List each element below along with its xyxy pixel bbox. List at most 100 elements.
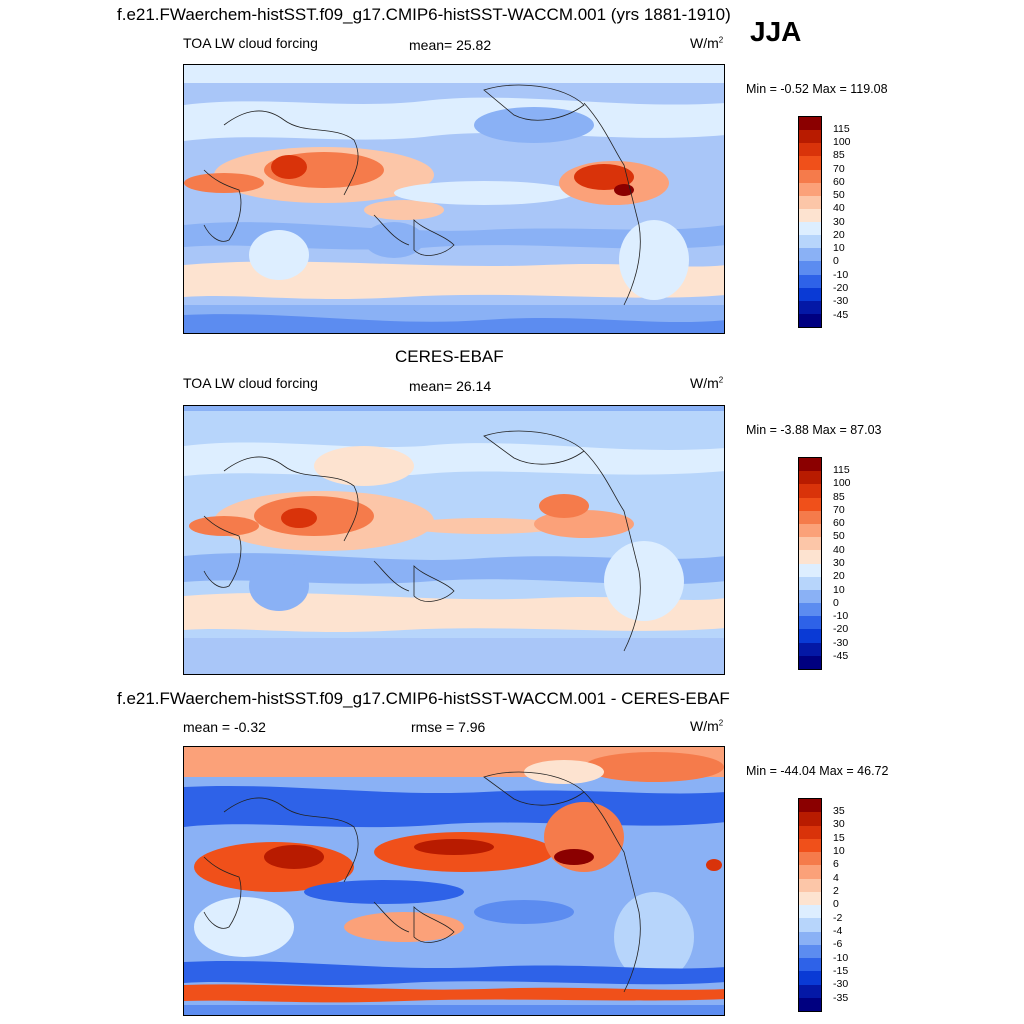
colorbar-cell	[799, 287, 821, 301]
colorbar-cell	[799, 497, 821, 511]
colorbar-cell	[799, 471, 821, 485]
colorbar-cell	[799, 274, 821, 288]
colorbar-cell	[799, 169, 821, 183]
panel3-cbar-label: -6	[833, 938, 843, 950]
panel3-cbar-label: -10	[833, 952, 849, 964]
colorbar-cell	[799, 484, 821, 498]
season-label: JJA	[750, 16, 802, 47]
panel3-cbar-label: 2	[833, 885, 839, 897]
colorbar-cell	[799, 458, 821, 472]
colorbar-cell	[799, 222, 821, 236]
panel3-cbar-label: 35	[833, 805, 845, 817]
colorbar-cell	[799, 261, 821, 275]
panel2-title: CERES-EBAF	[395, 347, 504, 366]
colorbar-cell	[799, 865, 821, 879]
panel2-cbar-label: -20	[833, 623, 849, 635]
panel3-units: W/m2	[690, 718, 724, 734]
panel3-cbar-label: -15	[833, 965, 849, 977]
panel3-cbar-label: -4	[833, 925, 843, 937]
panel2-units: W/m2	[690, 375, 724, 391]
panel1-mean: mean= 25.82	[409, 37, 492, 53]
panel2-cbar-label: 30	[833, 557, 845, 569]
panel3-map	[183, 746, 725, 1016]
panel1-cbar-label: -10	[833, 269, 849, 281]
panel1-map	[183, 64, 725, 334]
colorbar-cell	[799, 523, 821, 538]
colorbar-cell	[799, 156, 821, 170]
colorbar-cell	[799, 918, 821, 932]
panel1-cbar-label: 0	[833, 255, 839, 267]
panel2-minmax: Min = -3.88 Max = 87.03	[746, 423, 882, 437]
panel3-minmax: Min = -44.04 Max = 46.72	[746, 764, 889, 778]
panel1-cbar-label: -30	[833, 295, 849, 307]
panel1-cbar-label: -45	[833, 309, 849, 321]
panel2-cbar-label: 85	[833, 491, 845, 503]
colorbar-cell	[799, 931, 821, 945]
panel2-variable: TOA LW cloud forcing	[183, 375, 318, 391]
colorbar-cell	[799, 799, 821, 813]
panel1-cbar-label: 20	[833, 229, 845, 241]
panel3-colorbar	[798, 798, 822, 1012]
colorbar-cell	[799, 537, 821, 551]
panel1-colorbar	[798, 116, 822, 328]
panel1-cbar-label: 10	[833, 242, 845, 254]
panel3-title: f.e21.FWaerchem-histSST.f09_g17.CMIP6-hi…	[117, 689, 730, 708]
colorbar-cell	[799, 984, 821, 998]
panel3-cbar-label: 0	[833, 898, 839, 910]
panel2-map	[183, 405, 725, 675]
panel1-cbar-label: 115	[833, 123, 850, 135]
panel1-cbar-label: 50	[833, 189, 845, 201]
panel2-cbar-label: 50	[833, 530, 845, 542]
panel1-minmax: Min = -0.52 Max = 119.08	[746, 82, 888, 96]
panel1-variable: TOA LW cloud forcing	[183, 35, 318, 51]
colorbar-cell	[799, 589, 821, 604]
colorbar-cell	[799, 642, 821, 656]
colorbar-cell	[799, 812, 821, 826]
panel2-cbar-label: 10	[833, 584, 845, 596]
panel3-rmse: rmse = 7.96	[411, 719, 486, 735]
colorbar-cell	[799, 117, 821, 131]
panel1-cbar-label: 100	[833, 136, 851, 148]
colorbar-cell	[799, 655, 821, 669]
panel1-map-field	[184, 65, 724, 333]
colorbar-cell	[799, 248, 821, 262]
colorbar-cell	[799, 852, 821, 866]
panel2-cbar-label: 100	[833, 477, 851, 489]
colorbar-cell	[799, 878, 821, 892]
colorbar-cell	[799, 130, 821, 144]
colorbar-cell	[799, 825, 821, 839]
panel3-cbar-label: 15	[833, 832, 845, 844]
panel3-cbar-label: 4	[833, 872, 839, 884]
panel3-cbar-label: -2	[833, 912, 843, 924]
panel1-cbar-label: 40	[833, 202, 845, 214]
panel1-cbar-label: 70	[833, 163, 845, 175]
panel2-cbar-label: -45	[833, 650, 849, 662]
colorbar-cell	[799, 616, 821, 630]
panel2-cbar-label: 0	[833, 597, 839, 609]
colorbar-cell	[799, 944, 821, 958]
colorbar-cell	[799, 838, 821, 852]
panel2-colorbar	[798, 457, 822, 670]
panel1-cbar-label: 60	[833, 176, 845, 188]
panel3-map-field	[184, 747, 724, 1015]
panel3-cbar-label: 30	[833, 818, 845, 830]
colorbar-cell	[799, 603, 821, 617]
colorbar-cell	[799, 195, 821, 209]
panel2-map-field	[184, 406, 724, 674]
panel2-cbar-label: -10	[833, 610, 849, 622]
panel3-cbar-label: -35	[833, 992, 849, 1004]
colorbar-cell	[799, 958, 821, 972]
colorbar-cell	[799, 235, 821, 249]
panel2-cbar-label: 20	[833, 570, 845, 582]
colorbar-cell	[799, 550, 821, 564]
colorbar-cell	[799, 563, 821, 577]
panel2-cbar-label: 115	[833, 464, 850, 476]
panel1-cbar-label: 85	[833, 149, 845, 161]
panel3-cbar-label: 6	[833, 858, 839, 870]
panel2-mean: mean= 26.14	[409, 378, 492, 394]
colorbar-cell	[799, 510, 821, 524]
panel2-cbar-label: -30	[833, 637, 849, 649]
panel1-cbar-label: -20	[833, 282, 849, 294]
panel2-cbar-label: 60	[833, 517, 845, 529]
panel3-cbar-label: -30	[833, 978, 849, 990]
